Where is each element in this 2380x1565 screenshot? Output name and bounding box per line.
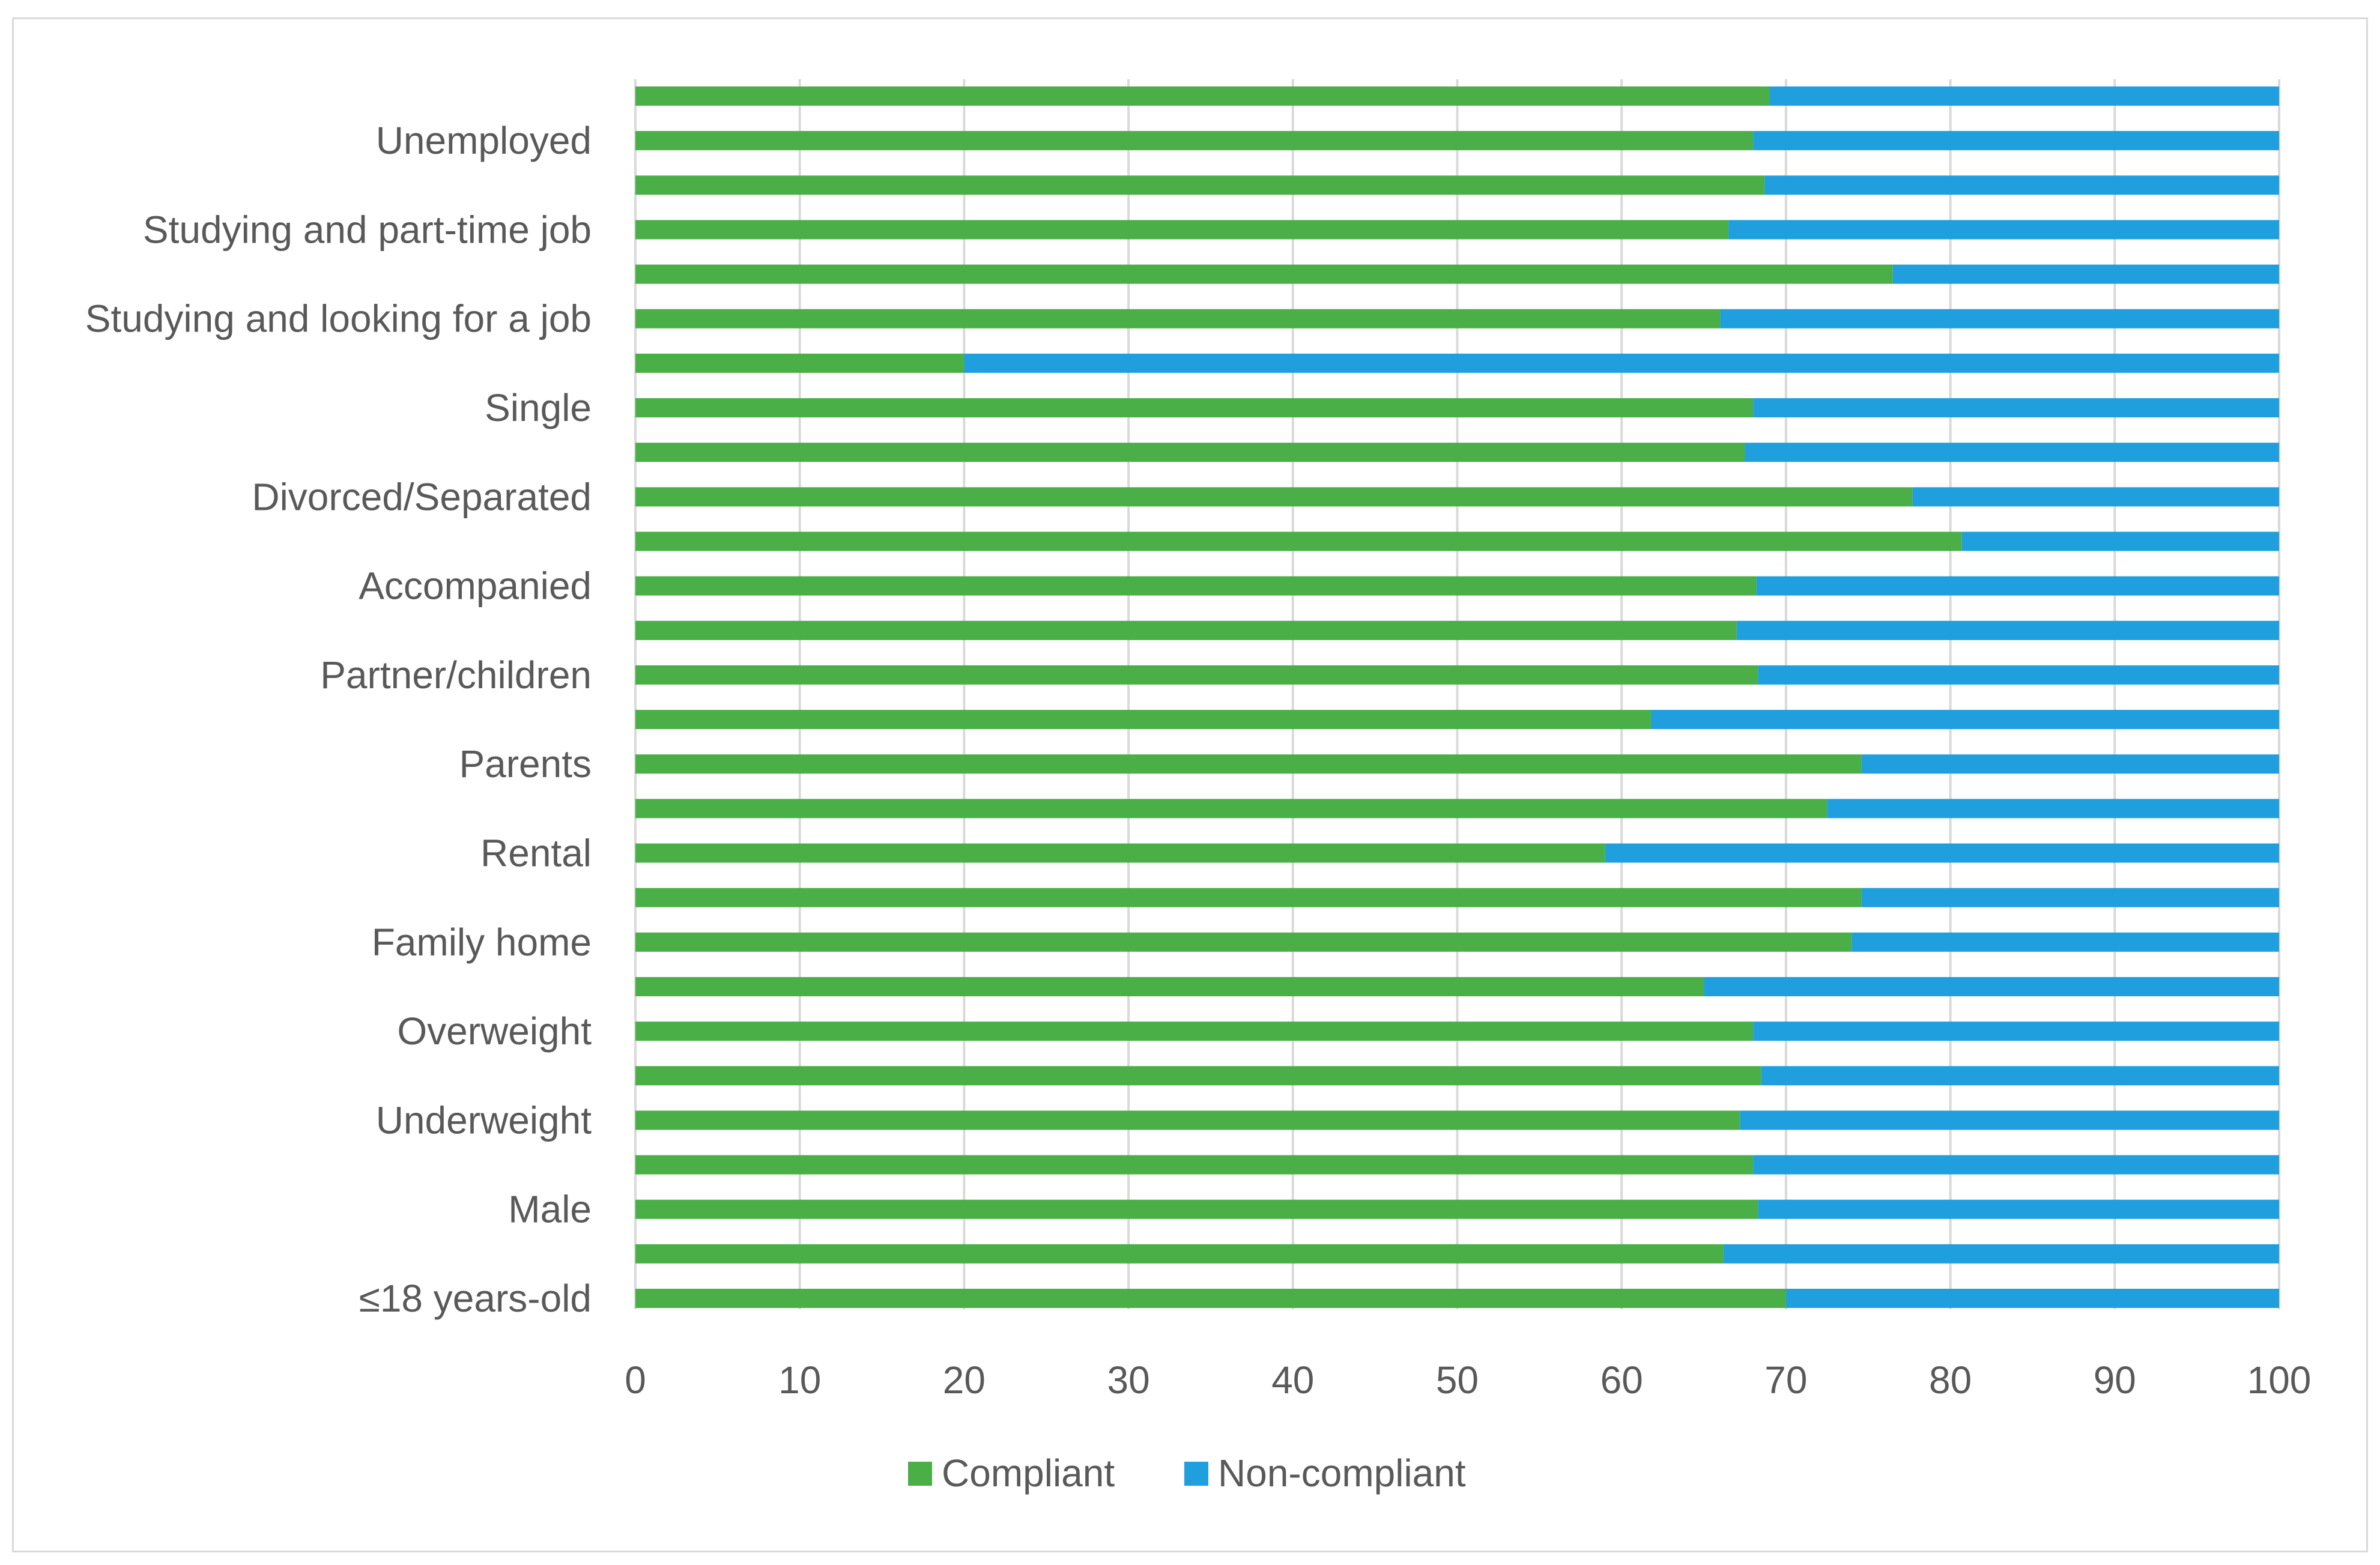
x-tick-label: 90 [2094,1358,2136,1402]
bar-segment-compliant [635,487,1913,507]
bar-segment-compliant [635,976,1704,996]
bar-segment-non-compliant [1961,531,2279,551]
bar-segment-compliant [635,1199,1758,1219]
bar-segment-compliant [635,398,1754,418]
category-label: Rental [480,832,592,875]
bars [635,86,2280,1308]
bar-segment-compliant [635,1155,1754,1175]
bar-segment-compliant [635,932,1852,952]
x-tick-label: 50 [1436,1358,1479,1402]
bar-segment-compliant [635,1066,1761,1086]
bar-segment-compliant [635,1289,1786,1308]
x-tick-label: 60 [1600,1358,1643,1402]
bar-segment-non-compliant [1756,576,2279,596]
bar-segment-non-compliant [1852,932,2279,952]
category-label: Male [508,1188,592,1231]
bar-segment-compliant [635,710,1652,730]
x-tick-label: 80 [1929,1358,1972,1402]
legend-swatch-non-compliant [1184,1462,1208,1486]
category-label: Parents [459,742,592,786]
x-tick-label: 0 [625,1358,646,1402]
category-label: Unemployed [376,119,592,162]
bar-segment-compliant [635,1244,1724,1264]
bar-segment-compliant [635,264,1893,284]
bar-segment-compliant [635,665,1758,685]
category-label: Studying and part-time job [143,208,592,251]
x-tick-label: 30 [1107,1358,1150,1402]
bar-segment-non-compliant [1740,1110,2279,1130]
gridlines [634,79,2280,1309]
category-label: ≤18 years-old [359,1277,592,1320]
bar-segment-non-compliant [1761,1066,2279,1086]
bar-segment-non-compliant [1769,86,2279,106]
category-label: Partner/children [320,653,592,697]
bar-segment-compliant [635,175,1765,195]
category-label: Family home [372,921,592,964]
category-label: Single [485,386,592,429]
x-tick-label: 40 [1271,1358,1314,1402]
legend-swatch-compliant [908,1462,932,1486]
bar-segment-non-compliant [1861,888,2279,907]
legend-label-non-compliant: Non-compliant [1218,1451,1466,1495]
bar-segment-non-compliant [1764,175,2279,195]
bar-segment-non-compliant [1785,1289,2279,1308]
bar-segment-non-compliant [1723,1244,2279,1264]
bar-segment-compliant [635,843,1605,863]
bar-segment-non-compliant [1892,264,2279,284]
x-tick-label: 20 [943,1358,986,1402]
bar-segment-non-compliant [1753,131,2279,151]
bar-segment-compliant [635,620,1737,640]
x-tick-label: 100 [2247,1358,2312,1402]
bar-segment-compliant [635,131,1754,151]
category-label: Divorced/Separated [252,475,592,518]
bar-segment-compliant [635,754,1862,774]
bar-segment-compliant [635,531,1962,551]
category-label: Studying and looking for a job [85,297,592,341]
legend: Compliant Non-compliant [908,1451,1466,1495]
x-tick-label: 70 [1764,1358,1807,1402]
bar-segment-non-compliant [1753,1155,2279,1175]
bar-segment-non-compliant [1827,799,2279,819]
bar-segment-non-compliant [1758,1199,2279,1219]
bar-segment-non-compliant [1704,976,2279,996]
category-label: Accompanied [359,565,592,608]
bar-segment-non-compliant [1753,398,2279,418]
bar-segment-non-compliant [1912,487,2279,507]
bar-segment-compliant [635,799,1827,819]
bar-segment-non-compliant [964,353,2280,373]
bar-segment-non-compliant [1758,665,2279,685]
bar-segment-compliant [635,1022,1754,1041]
category-label: Overweight [397,1010,592,1053]
category-label: Underweight [376,1098,592,1142]
bar-segment-non-compliant [1651,710,2279,730]
bar-segment-non-compliant [1720,309,2279,328]
bar-segment-compliant [635,86,1770,106]
bar-segment-compliant [635,443,1745,462]
bar-segment-compliant [635,220,1729,240]
bar-segment-non-compliant [1745,443,2279,462]
category-labels: Unemployed Studying and part-time job Stud… [85,119,592,1320]
bar-segment-non-compliant [1605,843,2279,863]
bar-segment-non-compliant [1861,754,2279,774]
x-axis-tick-labels: 0 10 20 30 40 50 60 70 80 90 100 [625,1358,2311,1402]
legend-label-compliant: Compliant [942,1451,1115,1495]
x-tick-label: 10 [778,1358,821,1402]
bar-segment-compliant [635,309,1721,328]
bar-segment-non-compliant [1736,620,2279,640]
bar-segment-compliant [635,353,964,373]
bar-segment-compliant [635,888,1862,907]
bar-segment-non-compliant [1728,220,2279,240]
bar-segment-compliant [635,576,1757,596]
bar-segment-non-compliant [1753,1022,2279,1041]
bar-segment-compliant [635,1110,1740,1130]
